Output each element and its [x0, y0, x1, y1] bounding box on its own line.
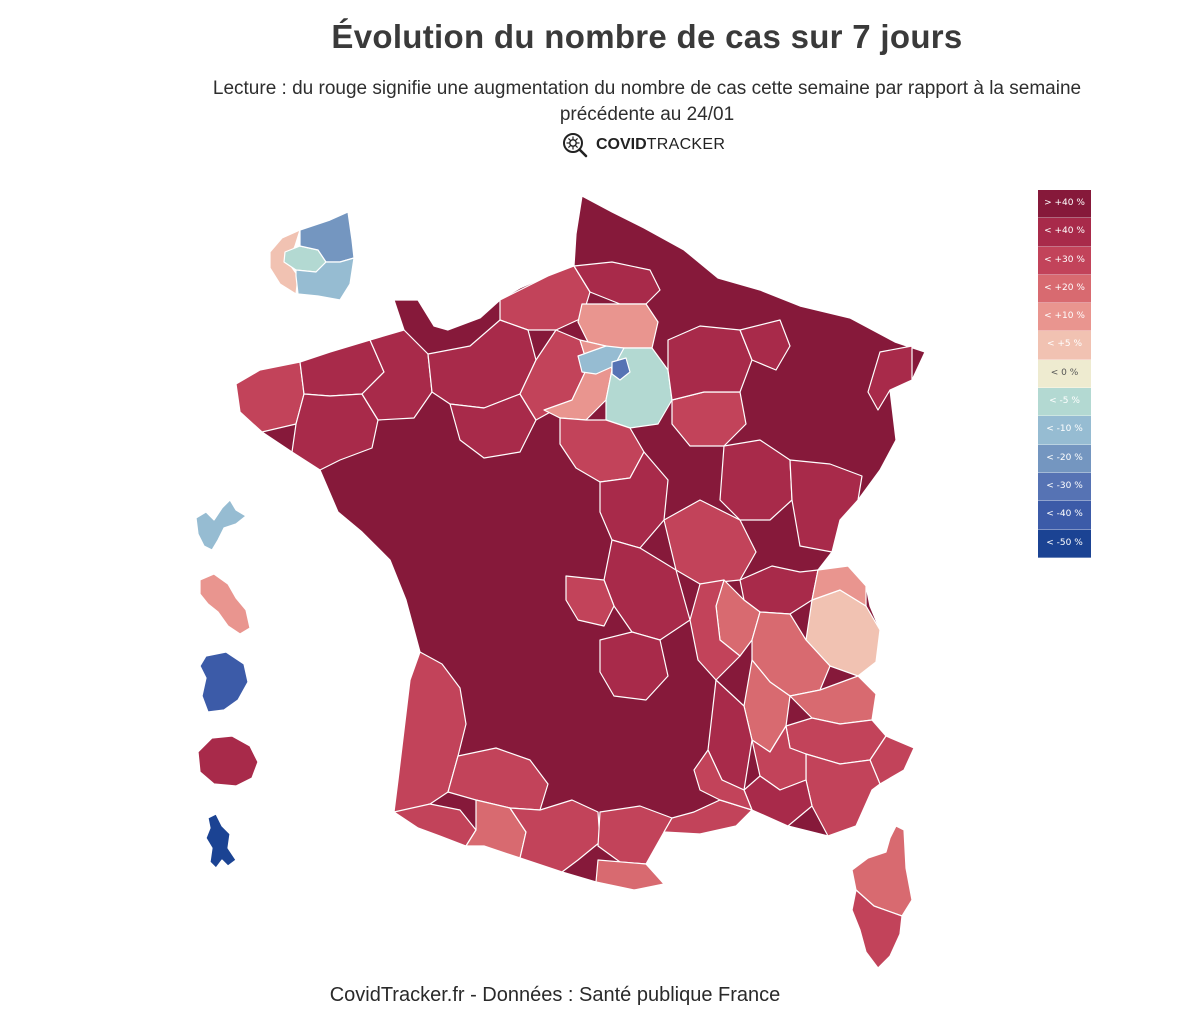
legend-item: < 0 %	[1038, 359, 1091, 389]
dept-haut-rhin[interactable]	[867, 345, 913, 411]
dept-creuse[interactable]	[565, 575, 615, 627]
dept-haute-garonne[interactable]	[509, 799, 601, 873]
legend-item: < -40 %	[1038, 501, 1091, 530]
dept-pyrenees-orientales[interactable]	[595, 859, 665, 891]
chart-title: Évolution du nombre de cas sur 7 jours	[331, 18, 963, 55]
dept-finistere[interactable]	[235, 361, 305, 433]
legend-item: < +10 %	[1038, 303, 1091, 332]
brand-name: COVIDTRACKER	[596, 136, 725, 154]
legend-item: < -30 %	[1038, 472, 1091, 502]
color-legend: > +40 % < +40 % < +30 % < +20 % < +10 % < +5 …	[1038, 190, 1091, 558]
dept-sarthe[interactable]	[449, 393, 537, 459]
legend-item: < -5 %	[1038, 388, 1091, 417]
data-source-footer: CovidTracker.fr - Données : Santé publiq…	[329, 984, 781, 1006]
covidtracker-logo-icon	[563, 133, 588, 158]
inset-val-de-marne[interactable]	[295, 257, 355, 301]
guadeloupe-region[interactable]	[195, 499, 247, 551]
legend-item: < -20 %	[1038, 444, 1091, 473]
dept-gard[interactable]	[693, 749, 753, 811]
dept-cote-d-or[interactable]	[719, 439, 793, 521]
subtitle-line-1: Lecture : du rouge signifie une augmenta…	[212, 78, 1082, 99]
dept-jura-doubs[interactable]	[789, 459, 863, 553]
dept-paris-petite-couronne[interactable]	[611, 357, 631, 381]
legend-item: < -50 %	[1038, 529, 1091, 558]
dept-somme-oise[interactable]	[573, 261, 661, 305]
legend-item: < +30 %	[1038, 246, 1091, 275]
dept-saone-et-loire[interactable]	[663, 499, 757, 585]
dept-marne[interactable]	[667, 325, 753, 401]
subtitle-line-2: précédente au 24/01	[559, 104, 735, 125]
dept-corse-du-sud[interactable]	[851, 889, 903, 969]
covidtracker-brand: COVIDTRACKER	[562, 132, 725, 158]
dept-ille-et-vilaine[interactable]	[361, 329, 433, 421]
brand-light: TRACKER	[646, 136, 726, 153]
martinique-region[interactable]	[199, 573, 251, 635]
dept-calvados-eure[interactable]	[499, 265, 591, 331]
dept-herault[interactable]	[663, 799, 753, 835]
la-reunion-region[interactable]	[197, 735, 259, 787]
dept-oise[interactable]	[577, 303, 659, 349]
legend-item: < +40 %	[1038, 218, 1091, 247]
legend-item: > +40 %	[1038, 190, 1091, 219]
dept-aude[interactable]	[597, 805, 673, 865]
dept-loire[interactable]	[689, 579, 741, 681]
chart-subtitle: Lecture : du rouge signifie une augmenta…	[0, 76, 1200, 128]
dept-haute-savoie[interactable]	[811, 565, 867, 607]
guyane-region[interactable]	[199, 651, 249, 713]
mayotte-region[interactable]	[205, 813, 237, 869]
legend-item: < +5 %	[1038, 331, 1091, 360]
dept-meurthe-et-moselle[interactable]	[739, 319, 791, 371]
brand-bold: COVID	[596, 136, 647, 153]
dept-morbihan[interactable]	[291, 393, 379, 471]
legend-item: < +20 %	[1038, 274, 1091, 304]
legend-item: < -10 %	[1038, 416, 1091, 445]
dept-cantal-area[interactable]	[599, 631, 669, 701]
